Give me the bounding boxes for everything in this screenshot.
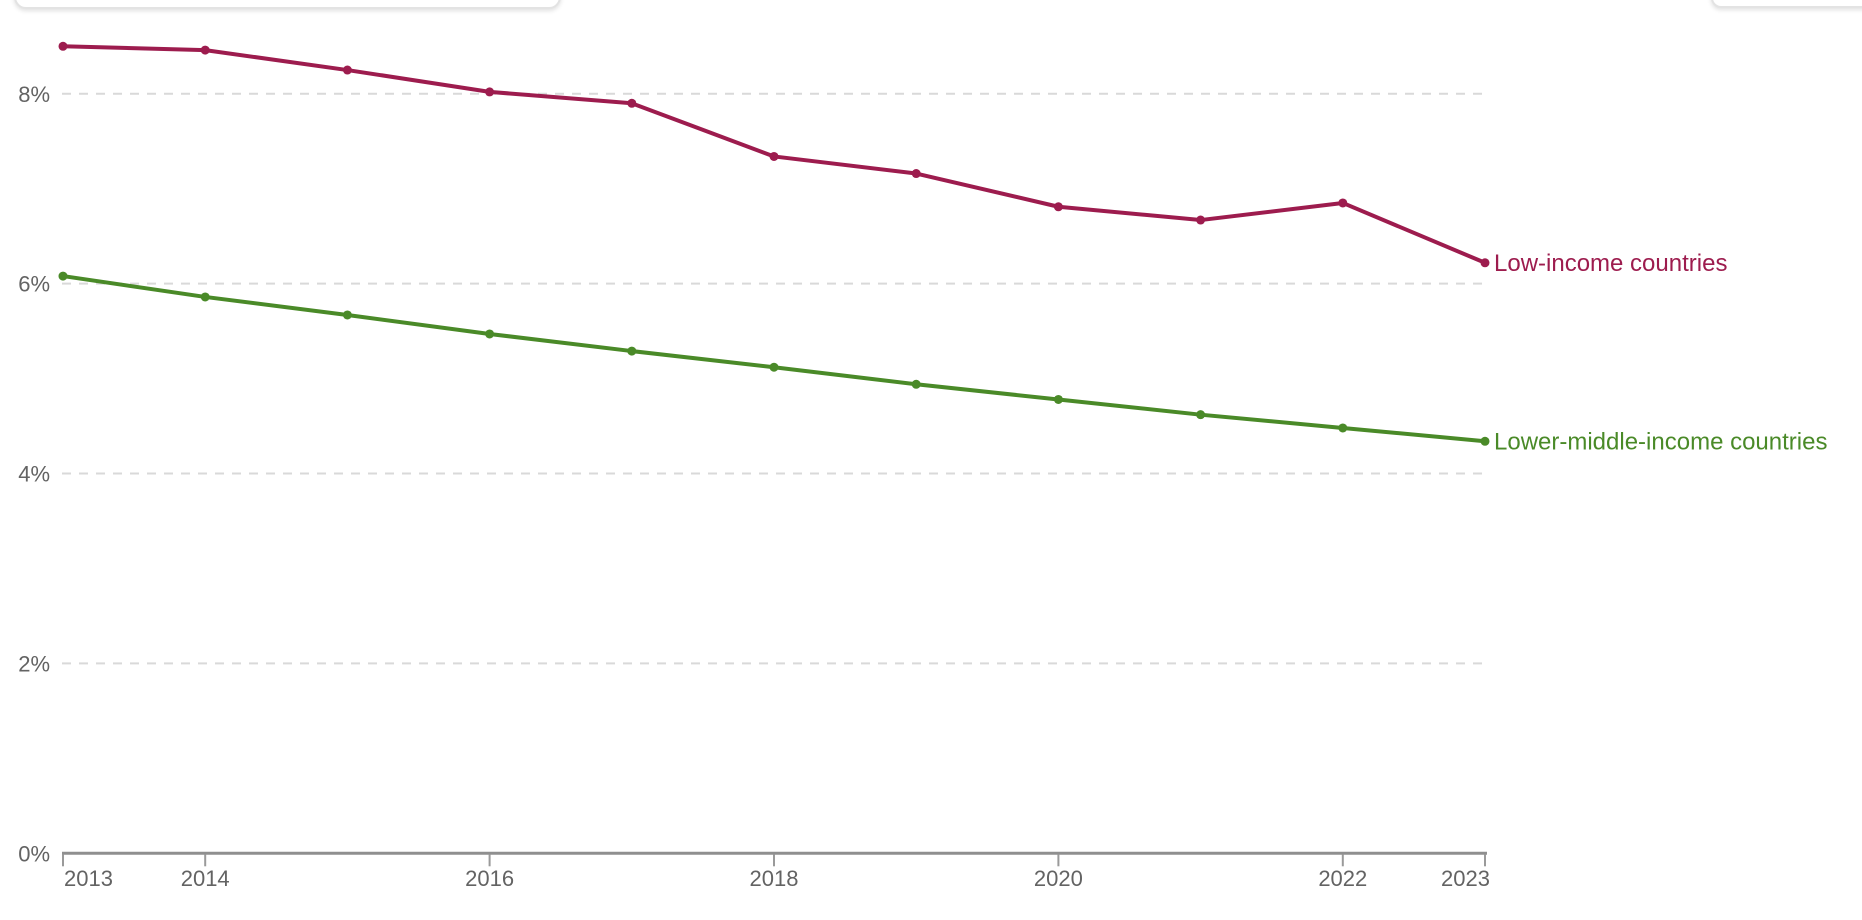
data-point-low-income-countries[interactable]: [1480, 258, 1490, 268]
x-tick-label: 2022: [1318, 866, 1367, 891]
y-tick-label: 4%: [18, 462, 50, 487]
y-tick-label: 2%: [18, 651, 50, 676]
data-point-lower-middle-income-countries[interactable]: [1338, 423, 1348, 433]
top-right-cropped-control[interactable]: [1711, 0, 1862, 8]
y-tick-label: 8%: [18, 82, 50, 107]
series-label-lower-middle-income-countries[interactable]: Lower-middle-income countries: [1494, 428, 1827, 455]
x-tick-label: 2023: [1441, 866, 1490, 891]
data-point-low-income-countries[interactable]: [1196, 215, 1206, 225]
x-tick-label: 2020: [1034, 866, 1083, 891]
data-point-lower-middle-income-countries[interactable]: [1196, 410, 1206, 420]
x-tick-label: 2018: [750, 866, 799, 891]
data-point-lower-middle-income-countries[interactable]: [911, 379, 921, 389]
data-point-lower-middle-income-countries[interactable]: [1480, 436, 1490, 446]
data-point-lower-middle-income-countries[interactable]: [485, 329, 495, 339]
x-tick-label: 2013: [64, 866, 113, 891]
x-tick-label: 2016: [465, 866, 514, 891]
data-point-low-income-countries[interactable]: [1053, 202, 1063, 212]
data-point-low-income-countries[interactable]: [911, 169, 921, 179]
data-point-low-income-countries[interactable]: [58, 41, 68, 51]
series-label-low-income-countries[interactable]: Low-income countries: [1494, 250, 1727, 277]
data-point-low-income-countries[interactable]: [627, 98, 637, 108]
data-point-lower-middle-income-countries[interactable]: [1053, 394, 1063, 404]
top-left-cropped-control[interactable]: [14, 0, 561, 9]
x-tick-label: 2014: [181, 866, 230, 891]
series-line-lower-middle-income-countries[interactable]: [61, 274, 1487, 444]
data-point-low-income-countries[interactable]: [769, 151, 779, 161]
data-point-low-income-countries[interactable]: [342, 65, 352, 75]
y-tick-label: 6%: [18, 272, 50, 297]
data-point-lower-middle-income-countries[interactable]: [58, 271, 68, 281]
data-point-lower-middle-income-countries[interactable]: [627, 346, 637, 356]
data-point-low-income-countries[interactable]: [200, 45, 210, 55]
data-point-low-income-countries[interactable]: [1338, 198, 1348, 208]
data-point-low-income-countries[interactable]: [485, 87, 495, 97]
data-point-lower-middle-income-countries[interactable]: [769, 362, 779, 372]
data-point-lower-middle-income-countries[interactable]: [200, 292, 210, 302]
data-point-lower-middle-income-countries[interactable]: [342, 310, 352, 320]
y-tick-label: 0%: [18, 841, 50, 866]
